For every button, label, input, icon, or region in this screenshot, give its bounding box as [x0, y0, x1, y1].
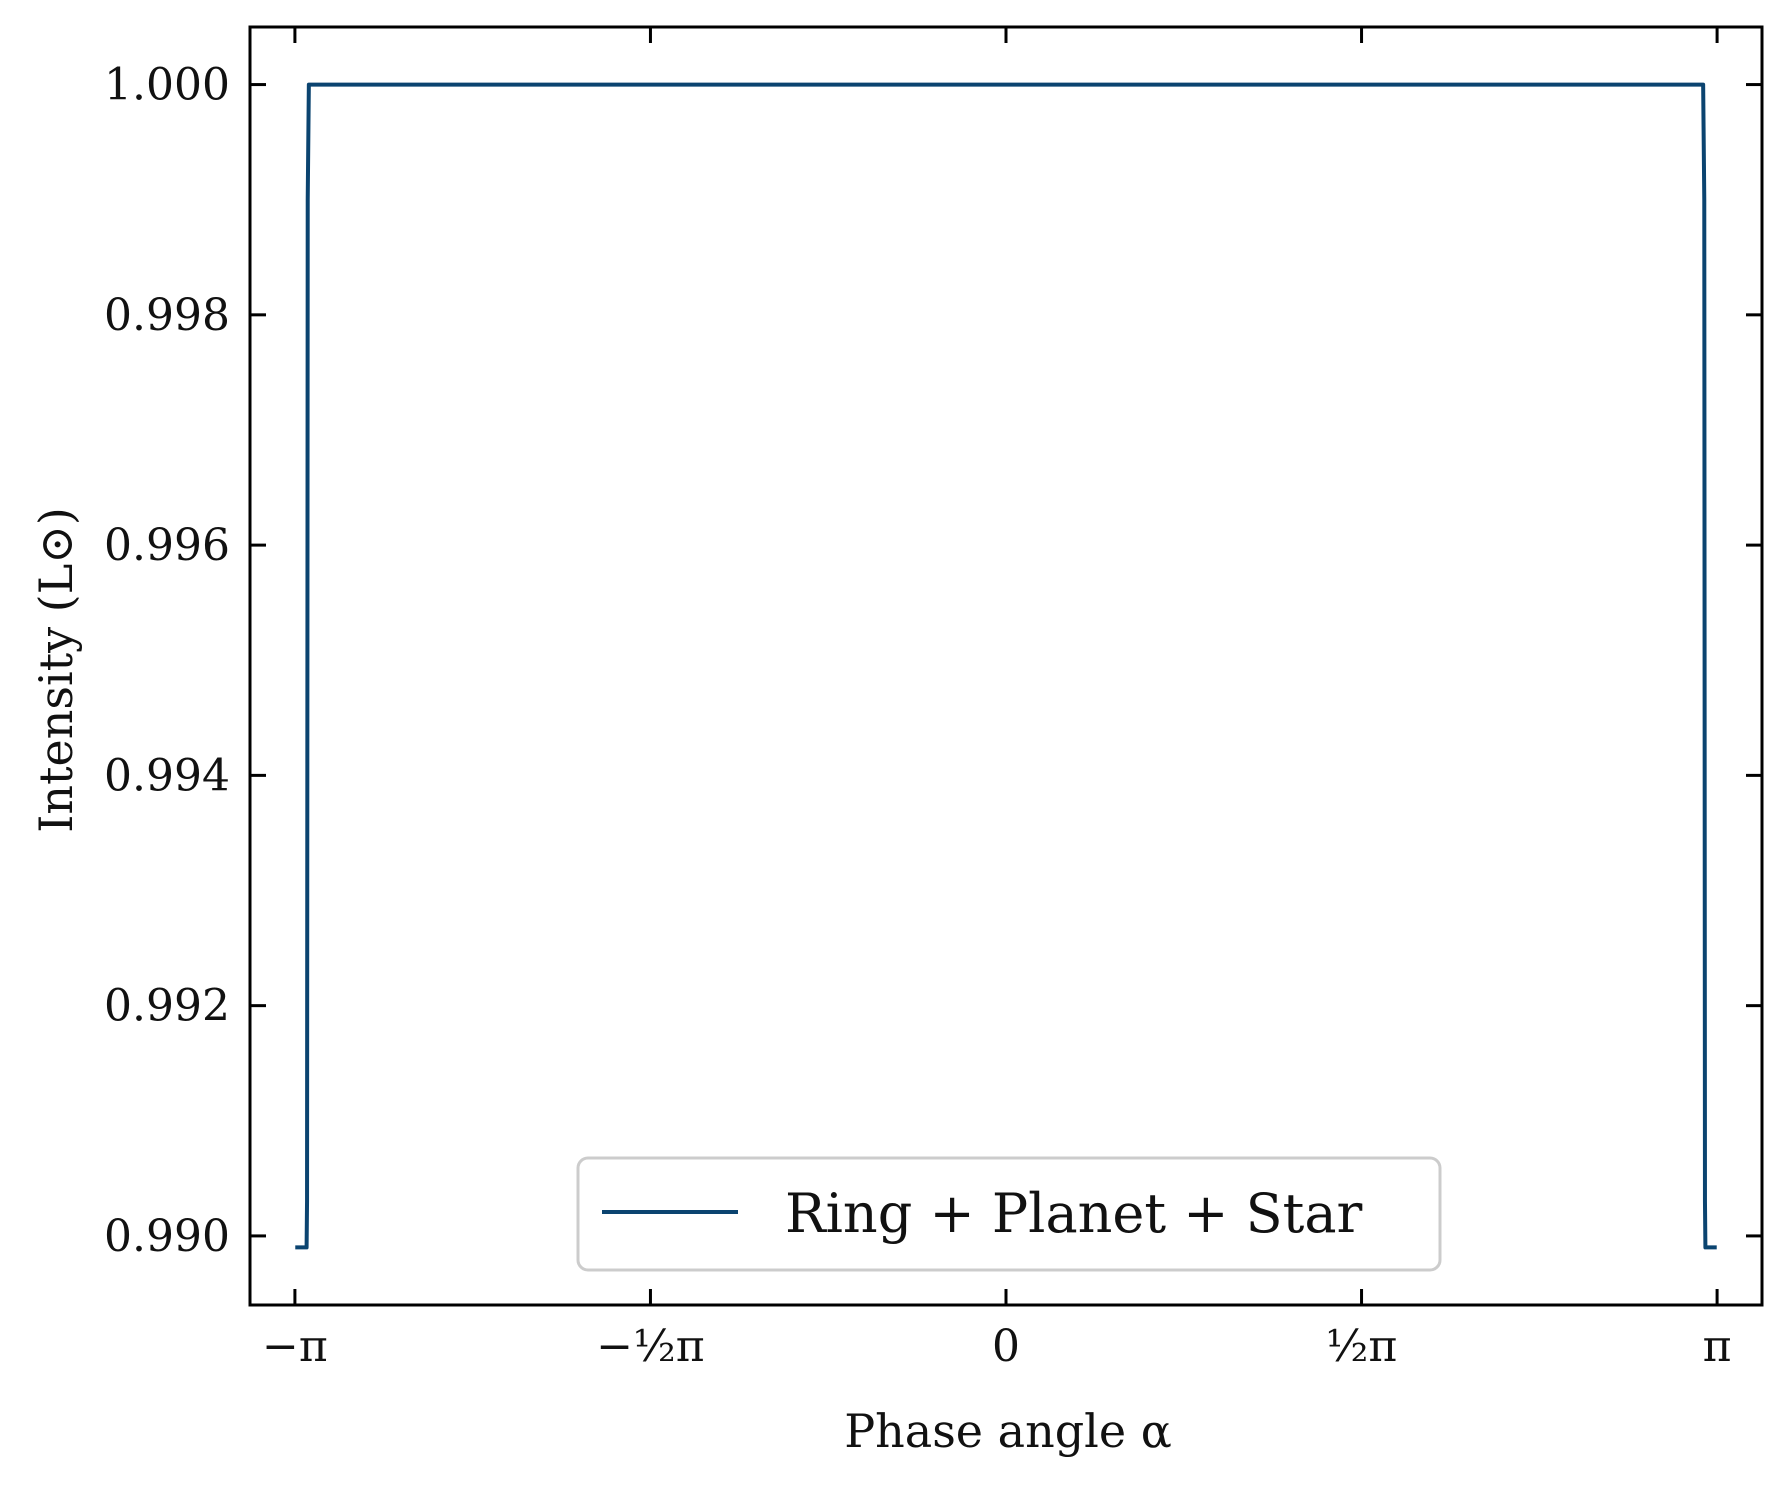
y-tick-label-2: 0.994	[104, 750, 230, 801]
series-layer	[295, 82, 1717, 1250]
ticks-layer	[250, 27, 1762, 1305]
x-tick-label-2: 0	[992, 1321, 1020, 1372]
y-tick-label-3: 0.996	[104, 520, 230, 571]
legend-box	[576, 1156, 1442, 1272]
tick-labels-layer: −π −½π 0 ½π π 0.990 0.992 0.994 0.996 0.998 1.000	[104, 60, 1732, 1372]
legend-label: Ring + Planet + Star	[785, 1182, 1363, 1245]
y-axis-label: Intensity (L⊙)	[29, 507, 83, 833]
x-tick-label-3: ½π	[1326, 1321, 1398, 1372]
x-tick-label-4: π	[1703, 1321, 1732, 1372]
series-line-0	[295, 82, 1717, 1250]
y-tick-label-5: 1.000	[104, 60, 230, 111]
legend: Ring + Planet + Star	[576, 1156, 1442, 1272]
x-tick-label-0: −π	[262, 1321, 328, 1372]
y-tick-label-4: 0.998	[104, 290, 230, 341]
x-tick-label-1: −½π	[596, 1321, 704, 1372]
y-tick-label-0: 0.990	[104, 1211, 230, 1262]
y-tick-label-1: 0.992	[104, 981, 230, 1032]
x-axis-label: Phase angle α	[844, 1404, 1172, 1458]
